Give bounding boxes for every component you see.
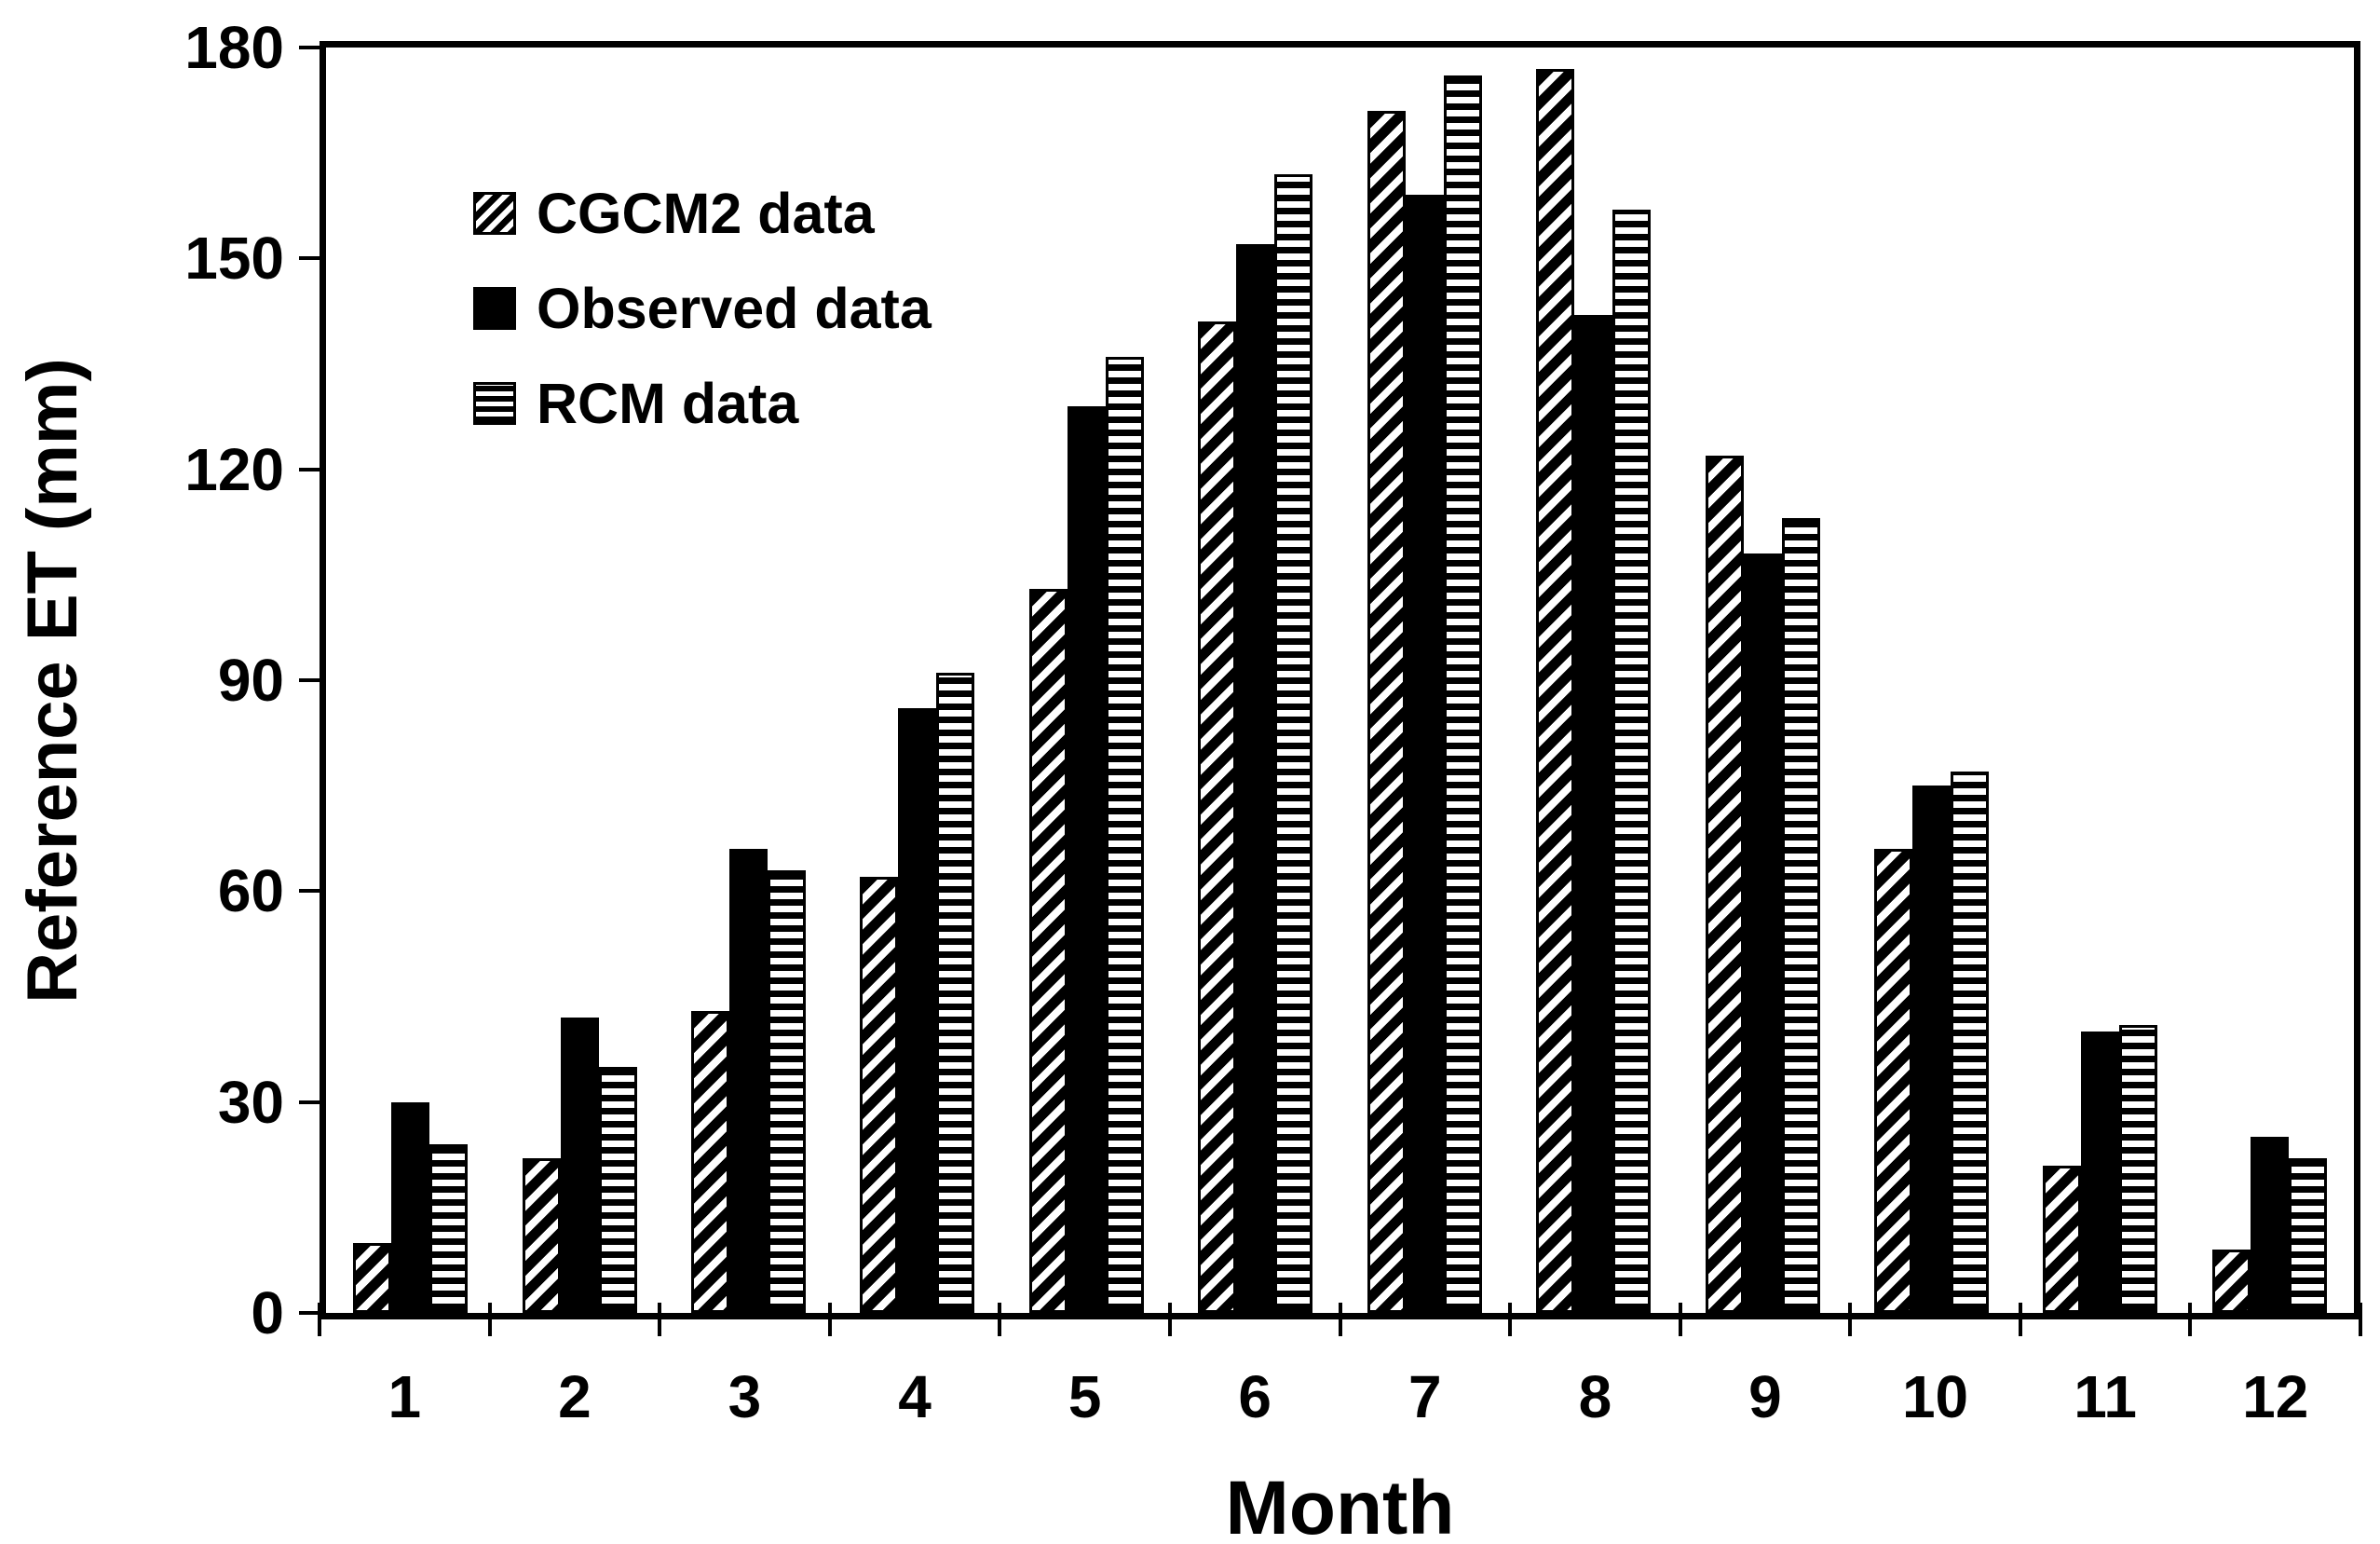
bar-observed-month-11	[2081, 1032, 2120, 1313]
x-axis-tick-label-7: 7	[1408, 1363, 1442, 1430]
bar-cgcm2-month-3	[691, 1011, 730, 1313]
bar-cgcm2-month-11	[2043, 1166, 2082, 1313]
x-axis-tick-mark-2	[658, 1303, 662, 1336]
legend-label-observed: Observed data	[537, 276, 932, 340]
y-axis-tick-label-90: 90	[217, 647, 284, 714]
bar-cgcm2-month-5	[1028, 589, 1068, 1313]
legend-row-cgcm2: CGCM2 data	[473, 184, 932, 241]
bar-cgcm2-month-6	[1198, 321, 1237, 1313]
y-axis-title: Reference ET (mm)	[12, 357, 92, 1004]
bar-cgcm2-month-4	[860, 877, 899, 1313]
x-axis-tick-label-4: 4	[898, 1363, 932, 1430]
y-axis-tick-label-180: 180	[184, 14, 284, 81]
bar-observed-month-4	[898, 708, 937, 1313]
y-axis-tick-mark-30	[299, 1100, 320, 1104]
bar-rcm-month-3	[768, 870, 807, 1313]
x-axis-tick-label-5: 5	[1068, 1363, 1102, 1430]
y-axis-tick-mark-0	[299, 1311, 320, 1315]
bar-observed-month-1	[391, 1102, 430, 1313]
x-axis-title: Month	[1225, 1466, 1455, 1544]
bar-rcm-month-6	[1274, 174, 1313, 1313]
legend-label-rcm: RCM data	[537, 371, 799, 435]
legend-swatch-cgcm2-icon	[473, 192, 516, 235]
bar-observed-month-6	[1236, 244, 1275, 1313]
bar-rcm-month-8	[1612, 210, 1652, 1313]
legend: CGCM2 data Observed data RCM data	[473, 184, 932, 431]
bar-cgcm2-month-2	[522, 1158, 561, 1313]
legend-row-observed: Observed data	[473, 280, 932, 336]
bar-observed-month-8	[1574, 315, 1613, 1313]
bar-cgcm2-month-10	[1873, 849, 1912, 1313]
bar-rcm-month-12	[2288, 1158, 2327, 1313]
x-axis-tick-mark-1	[487, 1303, 492, 1336]
legend-label-cgcm2: CGCM2 data	[537, 181, 875, 245]
y-axis-tick-mark-180	[299, 46, 320, 49]
x-axis-tick-mark-0	[318, 1303, 321, 1336]
bar-cgcm2-month-7	[1367, 111, 1406, 1313]
x-axis-tick-mark-5	[1167, 1303, 1172, 1336]
bar-observed-month-10	[1911, 786, 1951, 1313]
bar-rcm-month-7	[1443, 75, 1482, 1313]
x-axis-tick-label-8: 8	[1578, 1363, 1612, 1430]
y-axis-tick-label-30: 30	[217, 1068, 284, 1136]
x-axis-tick-mark-10	[2018, 1303, 2022, 1336]
bar-observed-month-9	[1743, 553, 1782, 1313]
legend-swatch-observed-icon	[473, 287, 516, 330]
bar-cgcm2-month-12	[2211, 1250, 2251, 1313]
legend-row-rcm: RCM data	[473, 375, 932, 431]
x-axis-tick-label-12: 12	[2242, 1363, 2309, 1430]
x-axis-tick-label-3: 3	[728, 1363, 762, 1430]
bar-cgcm2-month-9	[1705, 456, 1744, 1313]
bar-observed-month-12	[2250, 1137, 2289, 1313]
bar-cgcm2-month-1	[353, 1243, 392, 1313]
x-axis-tick-label-6: 6	[1238, 1363, 1272, 1430]
bar-rcm-month-5	[1105, 357, 1144, 1313]
y-axis-tick-label-0: 0	[251, 1279, 284, 1346]
y-axis-tick-label-60: 60	[217, 857, 284, 925]
y-axis-tick-mark-60	[299, 889, 320, 894]
x-axis-tick-mark-9	[1848, 1303, 1853, 1336]
bar-observed-month-7	[1405, 195, 1444, 1313]
y-axis-tick-mark-120	[299, 467, 320, 471]
x-axis-tick-mark-4	[998, 1303, 1002, 1336]
x-axis-tick-mark-11	[2188, 1303, 2193, 1336]
x-axis-tick-mark-12	[2359, 1303, 2362, 1336]
plot-area	[320, 41, 2360, 1319]
x-axis-tick-label-11: 11	[2074, 1363, 2137, 1430]
x-axis-tick-mark-7	[1508, 1303, 1513, 1336]
bar-rcm-month-9	[1781, 518, 1820, 1313]
x-axis-tick-mark-6	[1338, 1303, 1342, 1336]
y-axis-tick-mark-90	[299, 678, 320, 682]
y-axis-tick-mark-150	[299, 256, 320, 261]
bar-rcm-month-2	[598, 1067, 637, 1313]
bar-cgcm2-month-8	[1536, 69, 1575, 1313]
x-axis-tick-label-1: 1	[388, 1363, 422, 1430]
x-axis-tick-label-9: 9	[1748, 1363, 1782, 1430]
x-axis-tick-label-2: 2	[558, 1363, 592, 1430]
bar-observed-month-5	[1067, 406, 1106, 1313]
y-axis-tick-label-120: 120	[184, 435, 284, 503]
x-axis-tick-mark-8	[1678, 1303, 1682, 1336]
legend-swatch-rcm-icon	[473, 382, 516, 425]
x-axis-tick-mark-3	[827, 1303, 832, 1336]
bar-rcm-month-4	[936, 673, 975, 1313]
bar-rcm-month-10	[1950, 772, 1989, 1313]
bar-observed-month-2	[560, 1018, 599, 1313]
bar-rcm-month-1	[429, 1144, 469, 1313]
x-axis-tick-label-10: 10	[1901, 1363, 1969, 1430]
bar-rcm-month-11	[2119, 1025, 2158, 1313]
bar-observed-month-3	[729, 849, 768, 1313]
y-axis-tick-label-150: 150	[184, 225, 284, 293]
